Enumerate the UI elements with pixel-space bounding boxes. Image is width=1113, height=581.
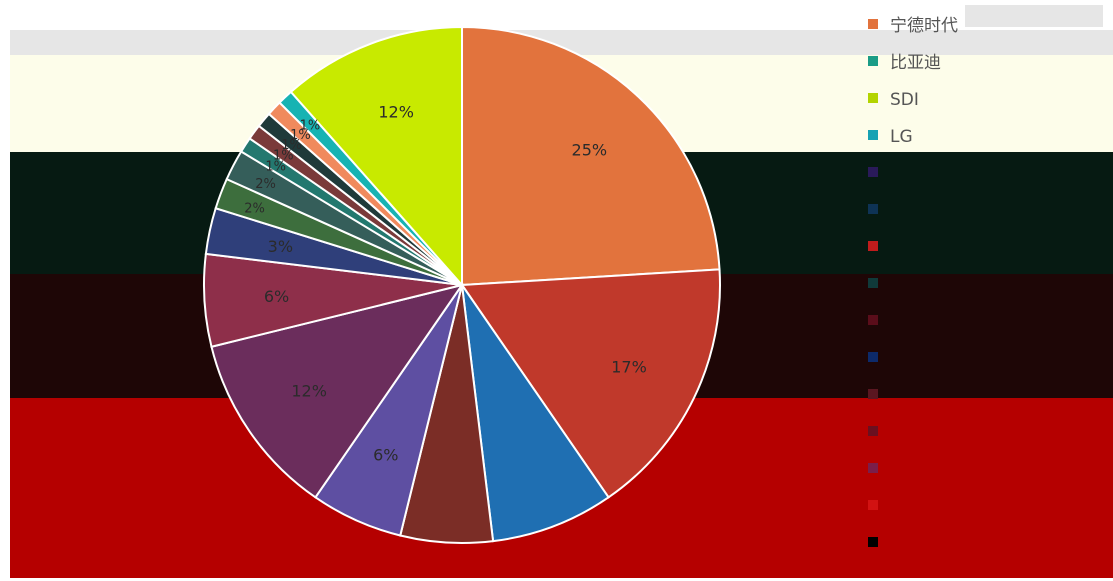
pie-slice-1 bbox=[460, 268, 721, 499]
legend-label-1: 比亚迪 bbox=[890, 53, 941, 73]
grey-top-right bbox=[965, 5, 1103, 27]
slice-label-15: 12% bbox=[378, 102, 414, 121]
legend-label-3: LG bbox=[890, 127, 913, 147]
legend-swatch-6 bbox=[868, 241, 878, 251]
slice-label-14: 1% bbox=[300, 118, 321, 133]
slice-label-11: 1% bbox=[273, 149, 294, 164]
legend-swatch-12 bbox=[868, 463, 878, 473]
legend-swatch-2 bbox=[868, 93, 878, 103]
slice-label-10: 1% bbox=[265, 160, 286, 175]
legend-swatch-7 bbox=[868, 278, 878, 288]
legend-swatch-11 bbox=[868, 426, 878, 436]
slice-label-8: 2% bbox=[244, 201, 265, 216]
pie-slice-5 bbox=[210, 283, 465, 499]
legend-swatch-4 bbox=[868, 167, 878, 177]
legend-swatch-1 bbox=[868, 56, 878, 66]
pie-slice-15 bbox=[289, 25, 463, 288]
slice-label-4: 6% bbox=[373, 445, 398, 464]
legend-swatch-13 bbox=[868, 500, 878, 510]
slice-label-9: 2% bbox=[255, 177, 276, 192]
legend-swatch-14 bbox=[868, 537, 878, 547]
legend-swatch-8 bbox=[868, 315, 878, 325]
slice-label-13: 1% bbox=[290, 128, 311, 143]
pie-slice-0 bbox=[461, 25, 721, 287]
slice-label-6: 6% bbox=[264, 287, 289, 306]
slice-labels: 25%17%6%12%6%3%2%2%1%1%1%1%1%12% bbox=[244, 102, 647, 464]
slice-label-7: 3% bbox=[268, 237, 293, 256]
legend-swatch-5 bbox=[868, 204, 878, 214]
legend-label-2: SDI bbox=[890, 90, 919, 110]
slice-label-5: 12% bbox=[291, 382, 327, 401]
legend-label-0: 宁德时代 bbox=[890, 16, 958, 36]
legend-swatch-9 bbox=[868, 352, 878, 362]
slices bbox=[203, 25, 721, 544]
pie-slice-2 bbox=[461, 284, 610, 543]
legend-swatch-10 bbox=[868, 389, 878, 399]
slice-label-12: 1% bbox=[281, 138, 302, 153]
legend-swatch-0 bbox=[868, 19, 878, 29]
slice-label-0: 25% bbox=[572, 141, 608, 160]
slice-label-1: 17% bbox=[611, 357, 647, 376]
legend-swatch-3 bbox=[868, 130, 878, 140]
